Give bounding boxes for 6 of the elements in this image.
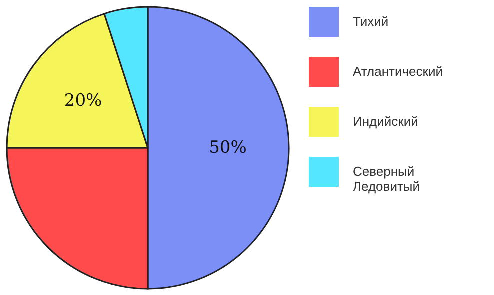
data-label: 50% (209, 138, 247, 158)
legend-label: Индийский (353, 114, 418, 129)
legend-label: Северный Ледовитый (353, 164, 420, 194)
legend-label: Атлантический (353, 64, 443, 79)
data-label: 20% (64, 90, 102, 111)
legend-label: Тихий (353, 14, 389, 29)
